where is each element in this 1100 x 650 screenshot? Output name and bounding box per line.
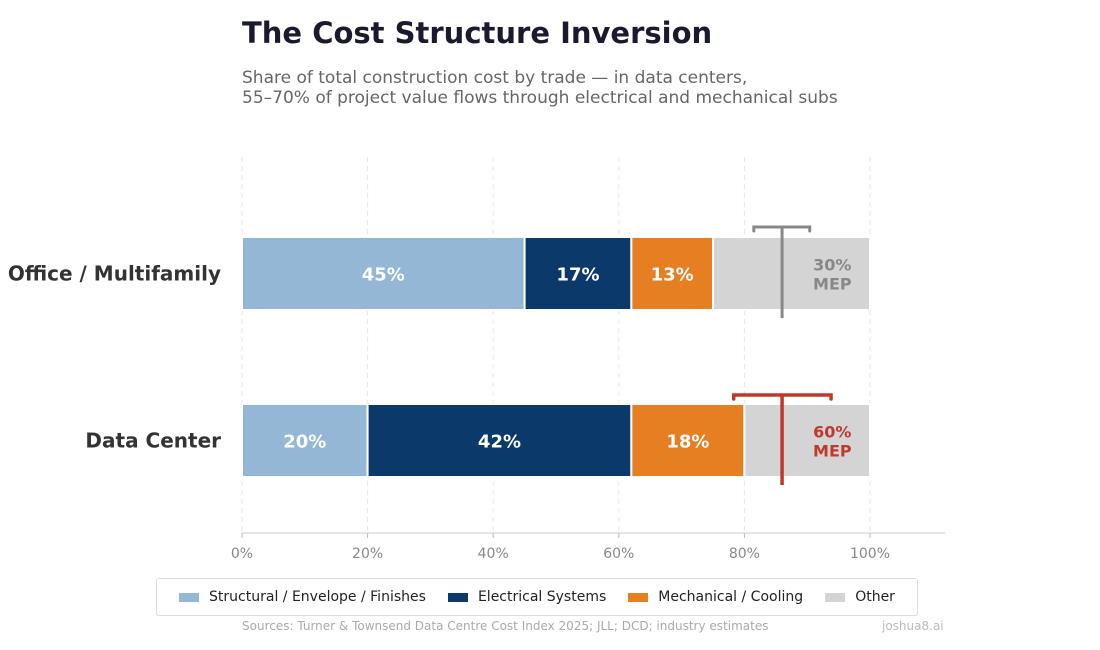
category-label: Data Center — [85, 429, 221, 453]
chart-subtitle: Share of total construction cost by trad… — [242, 68, 942, 108]
mep-annotation-value: 60% — [813, 423, 851, 442]
legend: Structural / Envelope / Finishes Electri… — [156, 578, 918, 616]
bar-segment — [241, 236, 526, 311]
bar-value-label: 13% — [651, 265, 694, 286]
bar-segment — [743, 403, 872, 478]
bar-segment — [523, 236, 633, 311]
mep-annotation-value: 30% — [813, 256, 851, 275]
bar-value-label: 17% — [556, 265, 599, 286]
bar-segment — [630, 236, 714, 311]
bar-segment — [366, 403, 633, 478]
bar-value-label: 45% — [362, 265, 405, 286]
legend-swatch — [628, 592, 649, 602]
x-tick-label: 40% — [478, 546, 509, 562]
x-tick-label: 60% — [603, 546, 634, 562]
bar-segment — [712, 236, 871, 311]
legend-item: Mechanical / Cooling — [628, 589, 803, 605]
legend-label: Other — [855, 589, 895, 605]
legend-swatch — [179, 592, 200, 602]
legend-item: Structural / Envelope / Finishes — [179, 589, 426, 605]
legend-label: Electrical Systems — [477, 589, 607, 605]
bar-value-label: 18% — [666, 432, 709, 453]
x-tick-label: 20% — [352, 546, 383, 562]
category-label: Office / Multifamily — [8, 262, 221, 286]
bar-segment — [630, 403, 746, 478]
x-tick-label: 80% — [729, 546, 760, 562]
x-tick-label: 0% — [231, 546, 253, 562]
bar-value-label: 42% — [478, 432, 521, 453]
mep-annotation-label: MEP — [813, 275, 852, 294]
brand-watermark: joshua8.ai — [882, 619, 944, 633]
legend-label: Structural / Envelope / Finishes — [209, 589, 426, 605]
legend-swatch — [447, 592, 468, 602]
source-note: Sources: Turner & Townsend Data Centre C… — [242, 619, 769, 633]
subtitle-line: 55–70% of project value flows through el… — [242, 88, 838, 108]
mep-annotation-label: MEP — [813, 442, 852, 461]
x-tick-label: 100% — [850, 546, 890, 562]
legend-item: Other — [825, 589, 895, 605]
legend-label: Mechanical / Cooling — [658, 589, 804, 605]
bar-value-label: 20% — [283, 432, 326, 453]
bar-segment — [241, 403, 369, 478]
legend-swatch — [825, 592, 846, 602]
subtitle-line: Share of total construction cost by trad… — [242, 68, 748, 88]
legend-item: Electrical Systems — [447, 589, 607, 605]
chart-title: The Cost Structure Inversion — [242, 16, 713, 50]
